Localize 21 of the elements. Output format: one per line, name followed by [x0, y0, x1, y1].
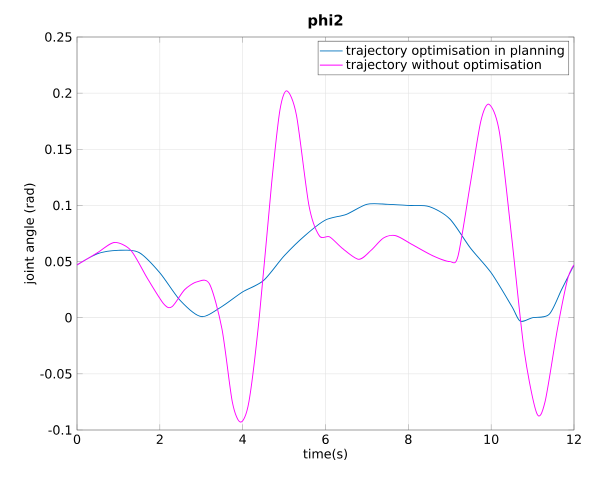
x-tick-label: 12 — [567, 434, 581, 444]
x-tick-label: 6 — [322, 434, 329, 444]
line-series — [77, 90, 574, 423]
y-tick-label: 0.05 — [45, 256, 72, 266]
y-tick-label: 0.15 — [45, 144, 72, 154]
x-axis-title: time(s) — [303, 448, 347, 460]
y-tick-label: -0.05 — [40, 369, 72, 379]
x-tick-label: 8 — [405, 434, 412, 444]
y-tick-label: -0.1 — [48, 425, 72, 435]
y-tick-label: 0 — [65, 312, 72, 322]
y-axis-title: joint angle (rad) — [24, 184, 36, 285]
chart-title: phi2 — [308, 14, 342, 29]
x-tick-label: 10 — [484, 434, 498, 444]
y-tick-label: 0.25 — [45, 32, 72, 42]
y-tick-label: 0.1 — [53, 200, 72, 210]
x-tick-label: 4 — [239, 434, 246, 444]
x-tick-label: 0 — [74, 434, 80, 444]
x-tick-label: 2 — [156, 434, 163, 444]
legend-label: trajectory optimisation in planning — [346, 45, 564, 58]
legend-label: trajectory without optimisation — [346, 59, 541, 72]
y-tick-label: 0.2 — [53, 88, 72, 98]
